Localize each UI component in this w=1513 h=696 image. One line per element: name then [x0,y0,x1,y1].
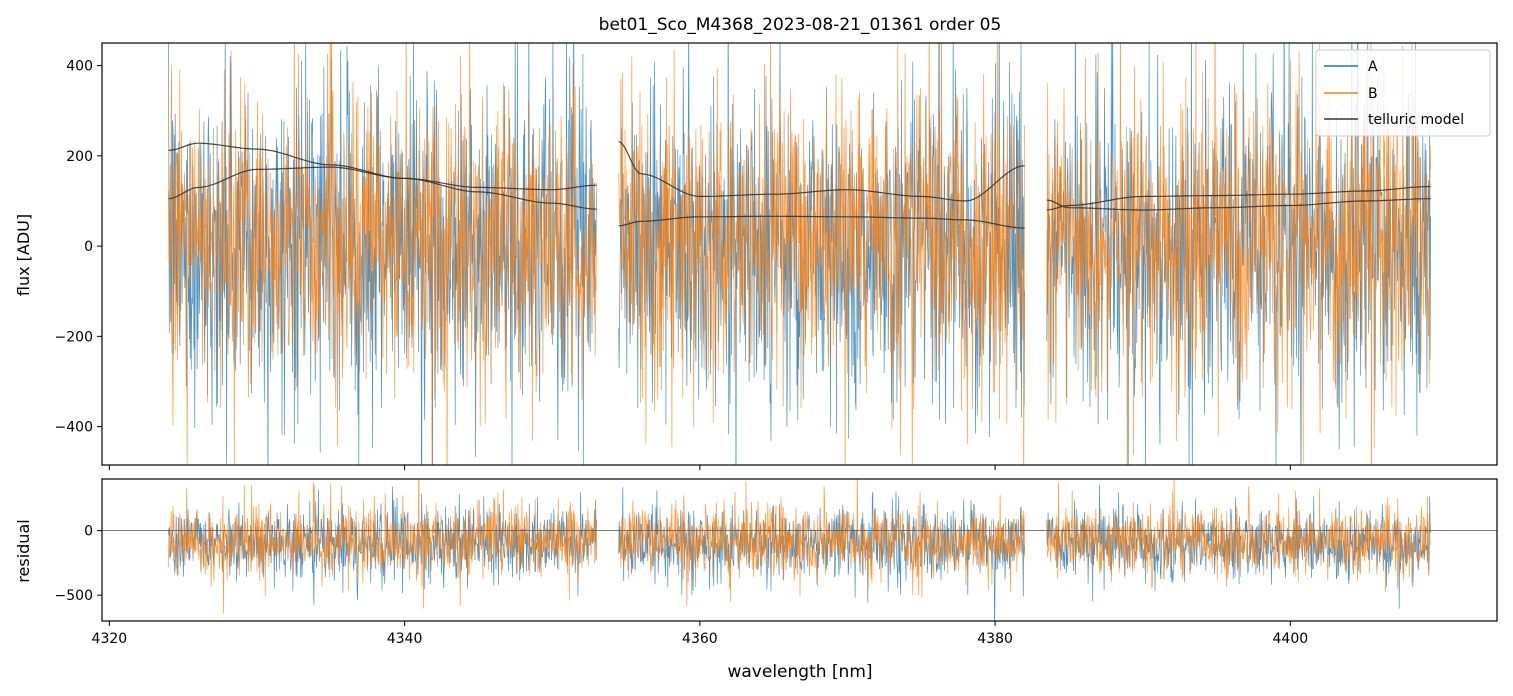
series-b-line [168,43,1431,465]
telluric-model-curve [618,140,1025,202]
y-tick-label: −200 [55,329,93,345]
figure-title: bet01_Sco_M4368_2023-08-21_01361 order 0… [599,15,1002,35]
telluric-model-curve [1046,185,1431,211]
x-tick-label: 4340 [387,631,423,647]
flux-axes-frame [101,42,1498,466]
x-tick-label: 4400 [1273,631,1309,647]
flux-panel: −400 −200 0 200 400 flux [ADU] A B telluric … [14,42,1498,470]
telluric-model-curve [618,215,1025,229]
legend-box [1315,49,1491,137]
residual-y-ticks: −500 0 [55,524,102,604]
y-tick-label: 0 [84,524,93,540]
y-tick-label: 0 [84,239,93,255]
legend-label-a: A [1368,59,1378,75]
series-b-line [168,479,1431,614]
telluric-model-curve [1046,198,1431,211]
legend-label-b: B [1368,86,1378,102]
legend-label-telluric: telluric model [1368,112,1464,128]
flux-y-ticks: −400 −200 0 200 400 [55,59,102,436]
x-axis-label: wavelength [nm] [727,662,872,682]
y-tick-label: −500 [55,588,93,604]
legend: A B telluric model [1315,49,1491,137]
x-tick-label: 4380 [977,631,1013,647]
residual-plot-area [102,479,1497,621]
residual-y-axis-label: residual [14,519,33,582]
x-tick-label: 4320 [92,631,128,647]
residual-panel: −500 0 4320 4340 4360 4380 4400 residual [14,478,1498,647]
flux-y-axis-label: flux [ADU] [14,214,33,296]
y-tick-label: 400 [66,59,93,75]
y-tick-label: 200 [66,149,93,165]
flux-plot-area [168,43,1431,465]
flux-x-ticks [108,465,1291,470]
residual-x-ticks: 4320 4340 4360 4380 4400 [92,621,1309,647]
y-tick-label: −400 [55,420,93,436]
x-tick-label: 4360 [682,631,718,647]
telluric-model-curve [168,166,597,210]
residual-axes-frame [101,478,1498,622]
